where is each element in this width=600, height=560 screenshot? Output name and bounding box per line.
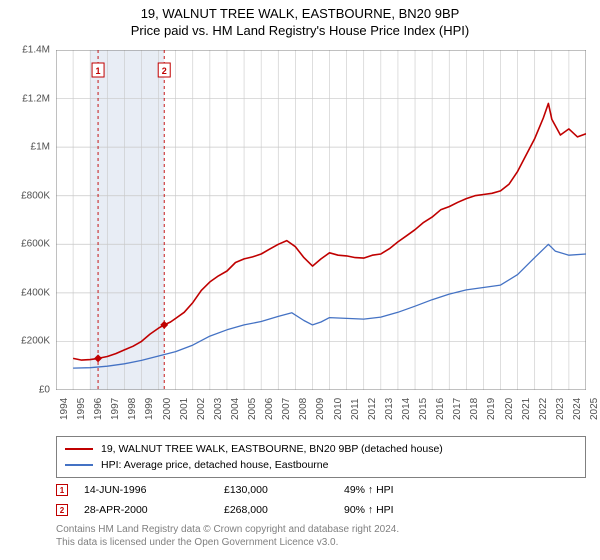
transaction-hpi: 90% ↑ HPI (344, 504, 464, 516)
legend-swatch (65, 448, 93, 450)
x-tick-label: 1997 (110, 398, 121, 420)
x-tick-label: 1999 (144, 398, 155, 420)
x-tick-label: 2022 (538, 398, 549, 420)
x-tick-label: 1994 (59, 398, 70, 420)
x-tick-label: 1996 (93, 398, 104, 420)
footer-attribution: Contains HM Land Registry data © Crown c… (56, 524, 586, 549)
y-tick-label: £1.2M (0, 93, 50, 104)
svg-text:2: 2 (162, 66, 167, 76)
x-tick-label: 2013 (384, 398, 395, 420)
x-tick-label: 2019 (486, 398, 497, 420)
x-tick-label: 2007 (281, 398, 292, 420)
y-tick-label: £800K (0, 190, 50, 201)
transaction-marker: 1 (56, 484, 68, 496)
transaction-row: 2 28-APR-2000£268,00090% ↑ HPI (56, 500, 586, 520)
legend-item: HPI: Average price, detached house, East… (65, 457, 577, 473)
x-tick-label: 2017 (452, 398, 463, 420)
transaction-date: 28-APR-2000 (84, 504, 224, 516)
transaction-price: £130,000 (224, 484, 344, 496)
footer-line1: Contains HM Land Registry data © Crown c… (56, 524, 586, 537)
transaction-price: £268,000 (224, 504, 344, 516)
x-tick-label: 2011 (350, 398, 361, 420)
x-tick-label: 2012 (367, 398, 378, 420)
y-tick-label: £200K (0, 336, 50, 347)
title-subtitle: Price paid vs. HM Land Registry's House … (0, 23, 600, 38)
x-tick-label: 2004 (230, 398, 241, 420)
x-tick-label: 2003 (213, 398, 224, 420)
x-tick-label: 1998 (127, 398, 138, 420)
transactions-table: 1 14-JUN-1996£130,00049% ↑ HPI 2 28-APR-200… (56, 480, 586, 520)
x-tick-label: 2006 (264, 398, 275, 420)
legend-label: 19, WALNUT TREE WALK, EASTBOURNE, BN20 9… (101, 443, 443, 455)
x-tick-label: 2000 (162, 398, 173, 420)
legend: 19, WALNUT TREE WALK, EASTBOURNE, BN20 9… (56, 436, 586, 478)
y-tick-label: £0 (0, 385, 50, 396)
y-tick-label: £1.4M (0, 45, 50, 56)
svg-text:1: 1 (96, 66, 101, 76)
y-axis-labels: £0£200K£400K£600K£800K£1M£1.2M£1.4M (0, 50, 54, 390)
chart-plot-area: 12 (56, 50, 586, 390)
legend-label: HPI: Average price, detached house, East… (101, 459, 328, 471)
transaction-date: 14-JUN-1996 (84, 484, 224, 496)
chart-container: 19, WALNUT TREE WALK, EASTBOURNE, BN20 9… (0, 0, 600, 560)
chart-svg: 12 (56, 50, 586, 390)
y-tick-label: £600K (0, 239, 50, 250)
x-tick-label: 2008 (298, 398, 309, 420)
x-tick-label: 2014 (401, 398, 412, 420)
title-address: 19, WALNUT TREE WALK, EASTBOURNE, BN20 9… (0, 6, 600, 21)
legend-item: 19, WALNUT TREE WALK, EASTBOURNE, BN20 9… (65, 441, 577, 457)
y-tick-label: £1M (0, 142, 50, 153)
transaction-marker: 2 (56, 504, 68, 516)
x-tick-label: 1995 (76, 398, 87, 420)
transaction-row: 1 14-JUN-1996£130,00049% ↑ HPI (56, 480, 586, 500)
x-tick-label: 2016 (435, 398, 446, 420)
footer-line2: This data is licensed under the Open Gov… (56, 537, 586, 550)
x-tick-label: 2025 (589, 398, 600, 420)
transaction-hpi: 49% ↑ HPI (344, 484, 464, 496)
x-tick-label: 2020 (504, 398, 515, 420)
legend-swatch (65, 464, 93, 466)
x-tick-label: 2010 (333, 398, 344, 420)
x-tick-label: 2024 (572, 398, 583, 420)
x-tick-label: 2018 (469, 398, 480, 420)
y-tick-label: £400K (0, 287, 50, 298)
x-axis-labels: 1994 1995 1996 1997 1998 1999 2000 2001 2002 2003… (56, 392, 586, 442)
x-tick-label: 2015 (418, 398, 429, 420)
x-tick-label: 2009 (315, 398, 326, 420)
x-tick-label: 2001 (179, 398, 190, 420)
title-block: 19, WALNUT TREE WALK, EASTBOURNE, BN20 9… (0, 0, 600, 38)
x-tick-label: 2005 (247, 398, 258, 420)
x-tick-label: 2021 (521, 398, 532, 420)
x-tick-label: 2002 (196, 398, 207, 420)
x-tick-label: 2023 (555, 398, 566, 420)
